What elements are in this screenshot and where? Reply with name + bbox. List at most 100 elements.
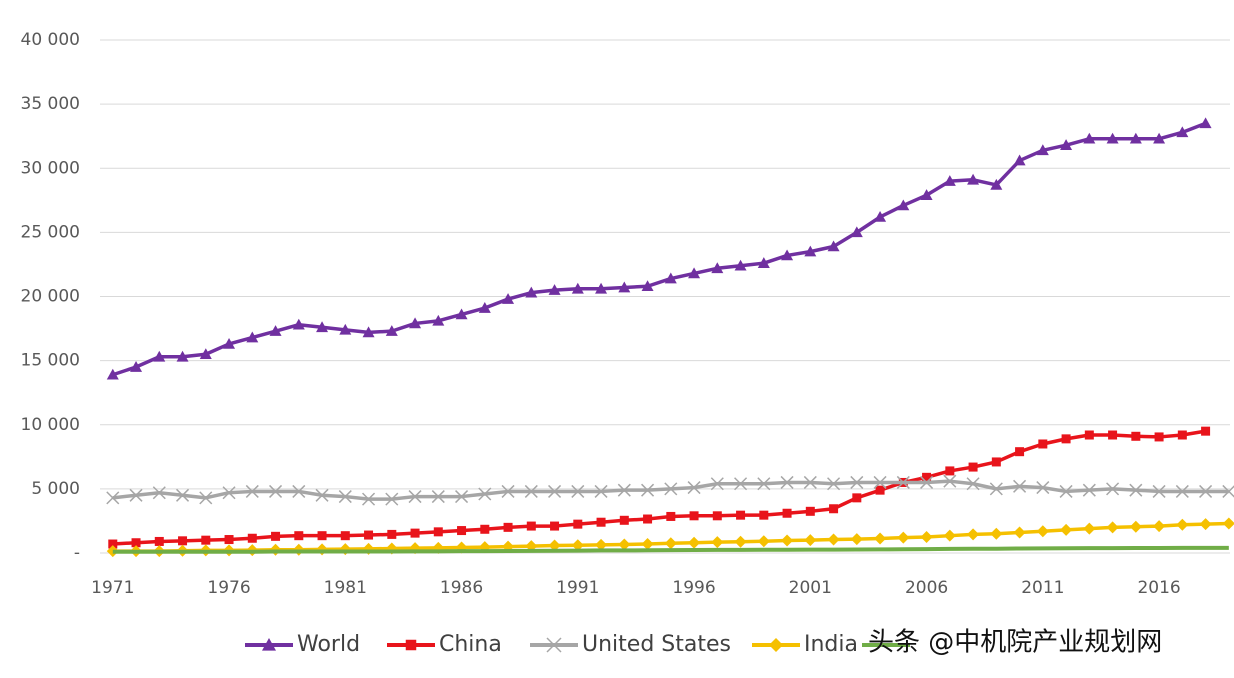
legend-marker — [405, 639, 417, 651]
marker — [734, 535, 747, 548]
marker — [736, 510, 746, 520]
marker — [1059, 484, 1073, 498]
legend-label: World — [297, 632, 360, 657]
x-tick-label: 1971 — [91, 578, 134, 598]
legend-marker — [546, 637, 562, 653]
marker — [990, 178, 1003, 190]
marker — [827, 477, 841, 491]
marker — [920, 530, 933, 543]
marker — [315, 488, 329, 502]
marker — [875, 485, 885, 495]
marker — [501, 484, 515, 498]
marker — [966, 477, 980, 491]
marker — [920, 475, 934, 489]
marker — [385, 492, 399, 506]
marker — [271, 531, 281, 541]
marker — [1036, 481, 1050, 495]
marker — [781, 534, 794, 547]
marker — [224, 535, 234, 545]
marker — [340, 531, 350, 541]
marker — [1199, 484, 1213, 498]
marker — [152, 486, 166, 500]
marker — [641, 483, 655, 497]
legend-marker — [262, 638, 276, 651]
marker — [1199, 518, 1212, 531]
marker — [524, 484, 538, 498]
marker — [1222, 517, 1234, 530]
legend-label: United States — [582, 632, 731, 657]
marker — [897, 531, 910, 544]
marker — [990, 527, 1003, 540]
marker — [596, 517, 606, 527]
marker — [455, 308, 468, 320]
marker — [1106, 482, 1120, 496]
marker — [1154, 432, 1164, 442]
marker — [201, 535, 211, 545]
marker — [619, 515, 629, 525]
marker — [664, 482, 678, 496]
marker — [595, 282, 608, 294]
marker — [106, 491, 120, 505]
marker — [757, 535, 770, 548]
marker — [247, 533, 257, 543]
marker — [1015, 447, 1025, 457]
marker — [292, 318, 305, 330]
marker — [827, 240, 840, 252]
marker — [688, 536, 701, 549]
marker — [1036, 525, 1049, 538]
marker — [1084, 430, 1094, 440]
marker — [666, 511, 676, 521]
marker — [1106, 521, 1119, 534]
marker — [316, 543, 329, 556]
marker — [362, 326, 375, 338]
marker — [1153, 520, 1166, 533]
marker — [967, 528, 980, 541]
marker — [989, 482, 1003, 496]
marker — [643, 514, 653, 524]
marker — [710, 477, 724, 491]
marker — [829, 504, 839, 514]
marker — [1013, 479, 1027, 493]
marker — [711, 262, 724, 274]
marker — [664, 272, 677, 284]
marker — [1176, 126, 1189, 138]
x-tick-label: 2016 — [1137, 578, 1180, 598]
marker — [292, 484, 306, 498]
marker — [338, 490, 352, 504]
marker — [223, 337, 236, 349]
marker — [502, 293, 515, 304]
marker — [178, 536, 188, 546]
marker — [943, 529, 956, 542]
marker — [641, 280, 654, 292]
marker — [804, 245, 817, 257]
marker — [618, 538, 631, 551]
marker — [410, 528, 420, 538]
marker — [548, 539, 561, 552]
marker — [269, 325, 282, 336]
marker — [782, 508, 792, 518]
marker — [1175, 484, 1189, 498]
marker — [385, 325, 398, 336]
marker — [548, 484, 562, 498]
marker — [1060, 523, 1073, 536]
marker — [803, 475, 817, 489]
marker — [850, 533, 863, 546]
marker — [1106, 132, 1119, 144]
marker — [408, 490, 422, 504]
y-tick-label: 10 000 — [21, 415, 80, 435]
x-tick-label: 2001 — [789, 578, 832, 598]
marker — [294, 531, 304, 541]
marker — [362, 492, 376, 506]
marker — [734, 477, 748, 491]
marker — [153, 350, 166, 362]
marker — [176, 488, 190, 502]
marker — [1083, 132, 1096, 144]
x-tick-label: 1981 — [324, 578, 367, 598]
marker — [641, 538, 654, 551]
marker — [478, 302, 491, 313]
x-tick-label: 1976 — [207, 578, 250, 598]
marker — [387, 529, 397, 539]
marker — [129, 488, 143, 502]
y-tick-label: 5 000 — [31, 479, 80, 499]
marker — [199, 491, 213, 505]
